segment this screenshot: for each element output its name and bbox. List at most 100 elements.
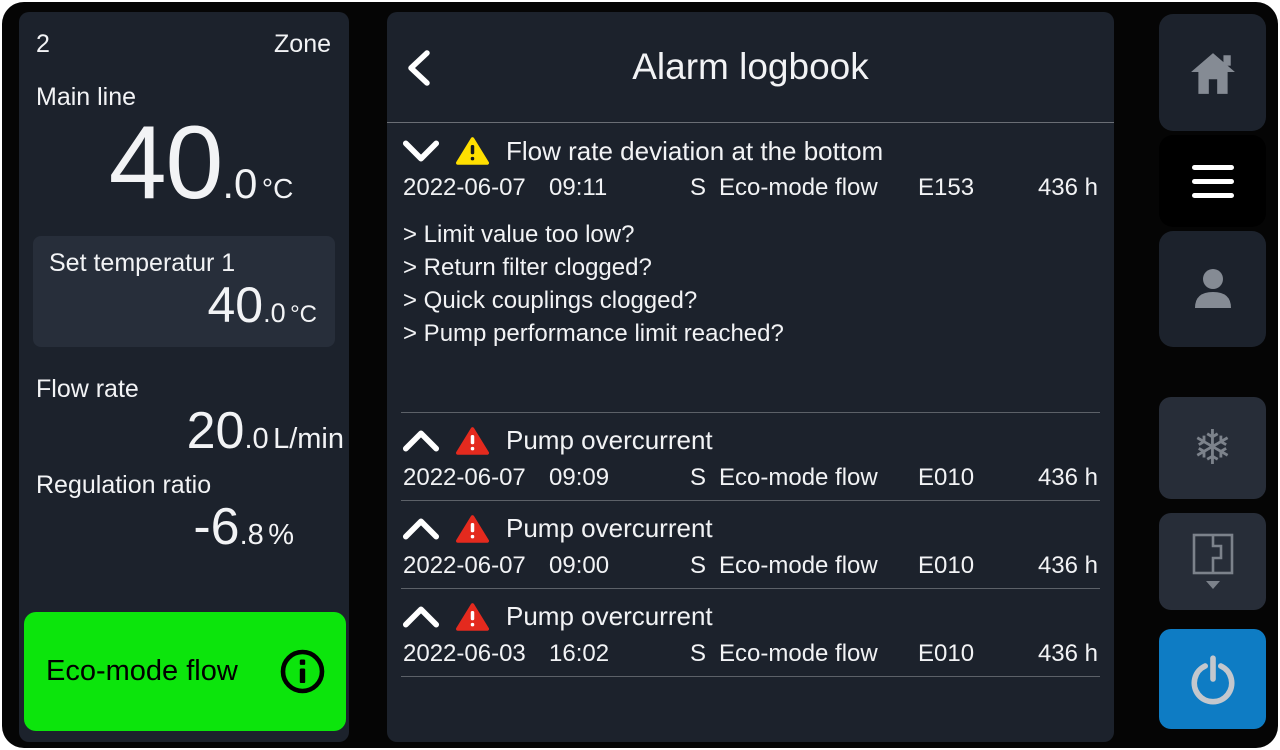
divider	[401, 676, 1100, 677]
collapse-chevron-down-icon[interactable]	[401, 138, 441, 164]
mold-select-button[interactable]	[1159, 513, 1266, 610]
alarm-entry: Flow rate deviation at the bottom 2022-0…	[401, 123, 1100, 412]
divider	[401, 412, 1100, 413]
power-icon	[1188, 653, 1238, 705]
alarm-code: E010	[918, 464, 975, 491]
flow-rate-value-dec: .0	[244, 423, 269, 456]
set-temperature-label: Set temperatur 1	[49, 249, 236, 278]
error-triangle-icon	[456, 514, 489, 544]
sidebar-item-user[interactable]	[1159, 231, 1266, 347]
alarm-source: Eco-mode flow	[719, 464, 878, 491]
alarm-state: S	[689, 464, 706, 491]
flow-rate-unit: L/min	[273, 423, 344, 456]
regulation-ratio-value-dec: .8	[239, 518, 264, 551]
alarm-title: Pump overcurrent	[506, 601, 713, 631]
main-line-label: Main line	[36, 83, 137, 111]
alarm-runtime: 436 h	[1037, 464, 1098, 491]
main-line-value-dec: .0	[222, 160, 258, 207]
alarm-date: 2022-06-07	[403, 464, 526, 491]
alarm-code: E010	[918, 640, 975, 667]
set-temperature-value: 40.0 °C	[49, 278, 317, 333]
alarm-entry: Pump overcurrent 2022-06-07 09:00 S Eco-…	[401, 501, 1100, 588]
alarm-date: 2022-06-07	[403, 552, 526, 579]
snowflake-icon: ❄	[1192, 420, 1233, 476]
alarm-list: Flow rate deviation at the bottom 2022-0…	[387, 123, 1114, 677]
alarm-source: Eco-mode flow	[719, 640, 878, 667]
set-temperature-value-int: 40	[207, 277, 264, 334]
alarm-detail-row: 2022-06-07 09:09 S Eco-mode flow E010 43…	[401, 456, 1100, 500]
main-line-value: 40.0 °C	[19, 108, 349, 218]
user-icon	[1190, 266, 1236, 312]
back-button[interactable]	[402, 46, 442, 90]
set-temperature-unit: °C	[290, 301, 317, 329]
flow-rate-value-int: 20	[186, 402, 245, 461]
main-line-value-int: 40	[108, 105, 224, 221]
alarm-hint: > Return filter clogged?	[403, 254, 652, 281]
regulation-ratio-unit: %	[268, 518, 294, 551]
main-line-unit: °C	[261, 173, 294, 204]
alarm-runtime: 436 h	[1037, 174, 1098, 201]
zone-number: 2	[36, 30, 50, 58]
alarm-logbook-header: Alarm logbook	[387, 12, 1114, 123]
alarm-state: S	[689, 174, 706, 201]
alarm-code: E153	[918, 174, 975, 201]
alarm-runtime: 436 h	[1037, 552, 1098, 579]
alarm-runtime: 436 h	[1037, 640, 1098, 667]
warning-triangle-icon	[456, 136, 489, 166]
home-icon	[1189, 50, 1237, 96]
chevron-left-icon	[408, 50, 430, 86]
zone-status-panel: 2 Zone Main line 40.0 °C Set temperatur …	[19, 12, 349, 742]
alarm-source: Eco-mode flow	[719, 174, 878, 201]
alarm-logbook-panel: Alarm logbook	[387, 12, 1114, 742]
divider	[401, 588, 1100, 589]
flow-rate-label: Flow rate	[36, 375, 139, 404]
alarm-detail-row: 2022-06-07 09:11 S Eco-mode flow E153 43…	[401, 166, 1100, 210]
mold-icon	[1187, 532, 1239, 592]
regulation-ratio-value: -6.8 %	[19, 500, 349, 555]
regulation-ratio-value-int: -6	[193, 497, 240, 556]
alarm-hints: > Limit value too low? > Return filter c…	[401, 210, 1100, 350]
alarm-state: S	[689, 640, 706, 667]
dropdown-arrow-icon	[1205, 580, 1220, 589]
alarm-time: 09:09	[549, 464, 610, 491]
power-button[interactable]	[1159, 629, 1266, 729]
set-temperature-card[interactable]: Set temperatur 1 40.0 °C	[33, 236, 335, 348]
alarm-detail-row: 2022-06-03 16:02 S Eco-mode flow E010 43…	[401, 632, 1100, 676]
alarm-title: Flow rate deviation at the bottom	[506, 135, 884, 166]
eco-mode-flow-button[interactable]: Eco-mode flow	[24, 612, 346, 731]
error-triangle-icon	[456, 426, 489, 456]
alarm-source: Eco-mode flow	[719, 552, 878, 579]
alarm-date: 2022-06-03	[403, 640, 526, 667]
alarm-entry: Pump overcurrent 2022-06-07 09:09 S Eco-…	[401, 413, 1100, 500]
info-icon[interactable]	[279, 648, 326, 695]
expand-chevron-up-icon[interactable]	[401, 428, 441, 454]
page-title: Alarm logbook	[632, 46, 869, 87]
sidebar-item-home[interactable]	[1159, 14, 1266, 131]
cooling-button[interactable]: ❄	[1159, 397, 1266, 499]
alarm-time: 16:02	[549, 640, 610, 667]
alarm-time: 09:00	[549, 552, 610, 579]
alarm-hint: > Quick couplings clogged?	[403, 287, 698, 314]
error-triangle-icon	[456, 602, 489, 632]
alarm-title: Pump overcurrent	[506, 425, 713, 455]
alarm-entry: Pump overcurrent 2022-06-03 16:02 S Eco-…	[401, 589, 1100, 676]
alarm-state: S	[689, 552, 706, 579]
flow-rate-value: 20.0 L/min	[19, 404, 349, 459]
alarm-detail-row: 2022-06-07 09:00 S Eco-mode flow E010 43…	[401, 544, 1100, 588]
menu-icon	[1191, 164, 1234, 198]
zone-label: Zone	[274, 30, 331, 58]
expand-chevron-up-icon[interactable]	[401, 516, 441, 542]
divider	[401, 500, 1100, 501]
alarm-hint: > Limit value too low?	[403, 221, 635, 248]
regulation-ratio-label: Regulation ratio	[36, 470, 212, 499]
eco-mode-flow-label: Eco-mode flow	[46, 655, 238, 687]
alarm-time: 09:11	[549, 174, 608, 201]
set-temperature-value-dec: .0	[263, 298, 286, 329]
expand-chevron-up-icon[interactable]	[401, 604, 441, 630]
alarm-title: Pump overcurrent	[506, 513, 713, 543]
zone-row: 2 Zone	[19, 12, 349, 59]
sidebar-item-menu[interactable]	[1159, 135, 1266, 227]
alarm-code: E010	[918, 552, 975, 579]
alarm-date: 2022-06-07	[403, 174, 526, 201]
